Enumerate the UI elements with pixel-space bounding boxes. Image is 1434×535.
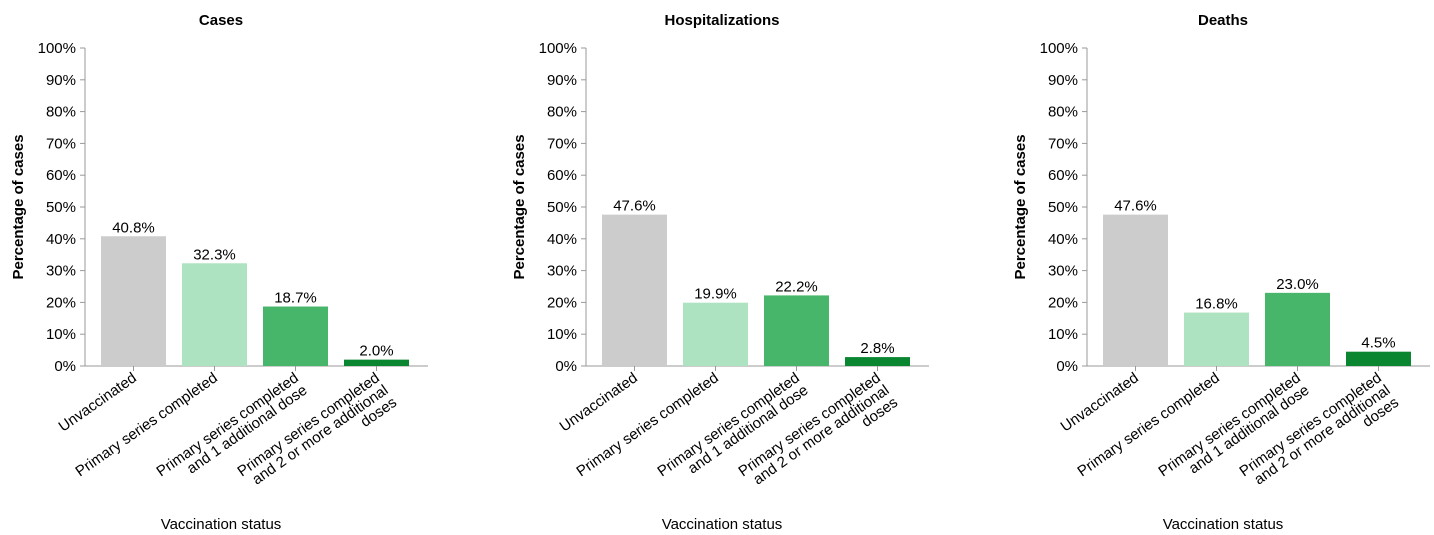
- bar: [263, 306, 328, 366]
- y-tick-label: 30%: [46, 263, 76, 280]
- value-label: 2.0%: [359, 343, 393, 360]
- bar: [602, 214, 667, 366]
- chart-panel: Hospitalizations Percentage of cases Vacci…: [511, 12, 929, 533]
- x-tick-label: Primary series completedand 2 or more ad…: [735, 369, 901, 505]
- y-tick-label: 80%: [1048, 104, 1078, 121]
- chart-title: Cases: [199, 12, 243, 29]
- value-label: 47.6%: [613, 198, 656, 215]
- value-label: 47.6%: [1114, 198, 1157, 215]
- y-tick-label: 0%: [555, 358, 577, 375]
- y-tick-label: 60%: [46, 167, 76, 184]
- chart-panel: Cases Percentage of cases Vaccination stat…: [10, 12, 428, 533]
- bar: [182, 263, 247, 366]
- y-tick-label: 20%: [1048, 294, 1078, 311]
- value-label: 19.9%: [694, 286, 737, 303]
- value-label: 2.8%: [860, 340, 894, 357]
- y-tick-label: 80%: [46, 104, 76, 121]
- value-label: 32.3%: [193, 246, 236, 263]
- y-tick-label: 100%: [539, 40, 577, 57]
- y-axis-label: Percentage of cases: [511, 134, 528, 279]
- y-tick-label: 100%: [38, 40, 76, 57]
- x-tick-label: Primary series completedand 2 or more ad…: [1236, 369, 1402, 505]
- value-label: 23.0%: [1276, 276, 1319, 293]
- value-label: 40.8%: [112, 219, 155, 236]
- x-tick-label: Unvaccinated: [1058, 369, 1142, 435]
- value-label: 22.2%: [775, 278, 818, 295]
- value-label: 16.8%: [1195, 296, 1238, 313]
- y-tick-label: 10%: [1048, 326, 1078, 343]
- bar: [1265, 292, 1330, 366]
- y-tick-label: 90%: [46, 72, 76, 89]
- y-tick-label: 100%: [1040, 40, 1078, 57]
- bar: [1184, 312, 1249, 366]
- value-label: 18.7%: [274, 290, 317, 307]
- y-tick-label: 50%: [547, 199, 577, 216]
- y-tick-label: 10%: [547, 326, 577, 343]
- y-tick-label: 90%: [1048, 72, 1078, 89]
- y-tick-label: 10%: [46, 326, 76, 343]
- y-tick-label: 20%: [46, 294, 76, 311]
- x-tick-label: Unvaccinated: [56, 369, 140, 435]
- x-tick-label: Unvaccinated: [557, 369, 641, 435]
- y-tick-label: 80%: [547, 104, 577, 121]
- value-label: 4.5%: [1361, 335, 1395, 352]
- y-tick-label: 0%: [54, 358, 76, 375]
- y-tick-label: 50%: [1048, 199, 1078, 216]
- bar: [845, 357, 910, 366]
- x-axis-label: Vaccination status: [662, 516, 783, 533]
- x-tick-label: Primary series completedand 2 or more ad…: [234, 369, 400, 505]
- x-axis-label: Vaccination status: [161, 516, 282, 533]
- bar: [101, 236, 166, 366]
- y-tick-label: 90%: [547, 72, 577, 89]
- y-tick-label: 50%: [46, 199, 76, 216]
- y-tick-label: 30%: [1048, 263, 1078, 280]
- y-tick-label: 70%: [1048, 135, 1078, 152]
- y-tick-label: 40%: [547, 231, 577, 248]
- bar: [764, 295, 829, 366]
- chart-title: Deaths: [1198, 12, 1248, 29]
- y-axis-label: Percentage of cases: [10, 134, 27, 279]
- y-tick-label: 20%: [547, 294, 577, 311]
- chart-title: Hospitalizations: [664, 12, 779, 29]
- y-tick-label: 30%: [547, 263, 577, 280]
- bar: [683, 302, 748, 366]
- y-tick-label: 40%: [1048, 231, 1078, 248]
- y-tick-label: 60%: [1048, 167, 1078, 184]
- chart-panel: Deaths Percentage of cases Vaccination sta…: [1012, 12, 1430, 533]
- y-tick-label: 40%: [46, 231, 76, 248]
- x-axis-label: Vaccination status: [1163, 516, 1284, 533]
- y-tick-label: 70%: [46, 135, 76, 152]
- bar: [344, 359, 409, 366]
- y-tick-label: 70%: [547, 135, 577, 152]
- y-axis-label: Percentage of cases: [1012, 134, 1029, 279]
- y-tick-label: 0%: [1056, 358, 1078, 375]
- bar: [1103, 214, 1168, 366]
- bar: [1346, 351, 1411, 366]
- y-tick-label: 60%: [547, 167, 577, 184]
